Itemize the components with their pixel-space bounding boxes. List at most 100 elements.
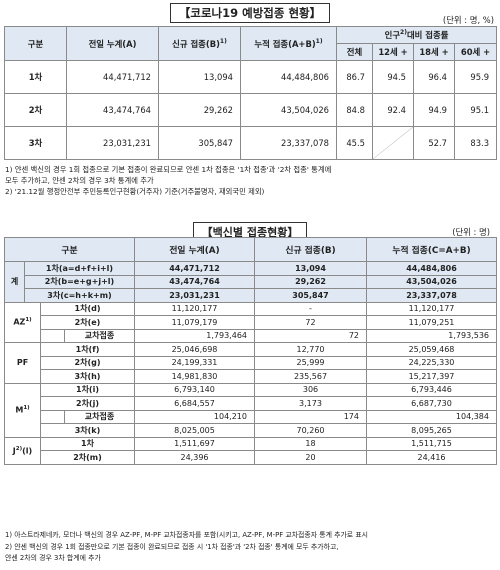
- cell-cumulative: 11,120,177: [366, 301, 497, 316]
- header-population-ratio: 인구2)대비 접종률: [335, 26, 498, 44]
- cell-cumulative: 24,416: [366, 450, 497, 465]
- cell-cumulative: 24,225,330: [366, 355, 497, 370]
- table-row: 계 1차(a=d+f+i+l) 44,471,712 13,094 44,484…: [4, 261, 497, 303]
- diagonal-line-icon: [373, 127, 413, 159]
- table-row: 2차(j) 6,684,557 3,173 6,687,730: [5, 396, 497, 411]
- cell-age12: 92.4: [372, 93, 414, 127]
- row-label: 1차: [40, 436, 135, 451]
- cell-age12: 94.5: [372, 60, 414, 94]
- cell-cumulative: 25,059,468: [366, 342, 497, 357]
- t2-header-prev: 전일 누계(A): [134, 237, 255, 262]
- t2-header-new: 신규 접종(B): [254, 237, 367, 262]
- row-label: 2차(b=e+g+j+l): [24, 274, 135, 289]
- cell-new: 235,567: [254, 369, 367, 384]
- table-row: 2차(m) 24,396 20 24,416: [5, 450, 497, 465]
- cell-prev: 24,199,331: [134, 355, 255, 370]
- table-row: 2차(e) 11,079,179 72 11,079,251: [5, 315, 497, 330]
- table-row: PF 1차(f) 25,046,698 12,770 25,059,468: [4, 342, 497, 384]
- note-line: 얀센 2차의 경우 3차 합계에 추가: [5, 554, 101, 562]
- table2-notes: 1) 아스트라제네카, 모더나 백신의 경우 AZ-PF, M-PF 교차접종자…: [5, 530, 495, 565]
- cell-new: 13,094: [158, 60, 241, 94]
- cell-new: 3,173: [254, 396, 367, 411]
- header-new: 신규 접종(B)1): [158, 26, 241, 61]
- row-label: 3차(c=h+k+m): [24, 288, 135, 303]
- j-label: J2)(l): [4, 436, 41, 465]
- table-row: J2)(l) 1차 1,511,697 18 1,511,715: [4, 436, 497, 465]
- cell-prev: 8,025,005: [134, 423, 255, 438]
- total-label: 계: [4, 261, 25, 303]
- cell-age60: 83.3: [453, 126, 498, 160]
- table-row: 1차 44,471,712 13,094 44,484,806 86.7 94.…: [4, 60, 498, 94]
- cell-new: 305,847: [254, 288, 367, 303]
- cell-new: 20: [254, 450, 367, 465]
- note-line: 1) 얀센 백신의 경우 1회 접종으로 기본 접종이 완료되므로 얀센 1차 …: [5, 165, 332, 174]
- cell-age60: 95.9: [453, 60, 498, 94]
- note-line: 2) '21.12월 행정안전부 주민등록인구현황(거주자) 기준(거주불명자,…: [5, 187, 265, 196]
- header-category: 구분: [4, 26, 67, 61]
- table-row: 3차(k) 8,025,005 70,260 8,095,265: [5, 423, 497, 438]
- note-line: 모두 추가하고, 얀센 2차의 경우 3차 통계에 추가: [5, 176, 154, 185]
- cell-age60: 95.1: [453, 93, 498, 127]
- table-row: 교차접종 1,793,464 72 1,793,536: [5, 328, 497, 343]
- cell-prev: 14,981,830: [134, 369, 255, 384]
- vaccination-status-table: 구분 전일 누계(A) 신규 접종(B)1) 누적 접종(A+B)1) 인구2)…: [4, 26, 498, 160]
- cell-new: 306: [254, 382, 367, 397]
- cell-prev: 25,046,698: [134, 342, 255, 357]
- cell-new: 29,262: [254, 274, 367, 289]
- table-row: 2차(g) 24,199,331 25,999 24,225,330: [5, 355, 497, 370]
- header-prev-cumulative: 전일 누계(A): [66, 26, 159, 61]
- cell-prev: 44,471,712: [66, 60, 159, 94]
- cell-prev: 11,079,179: [134, 315, 255, 330]
- table-row: M1) 1차(i) 6,793,140 306 6,793,446: [4, 382, 497, 438]
- cell-prev: 23,031,231: [66, 126, 159, 160]
- cell-cumulative: 1,511,715: [366, 436, 497, 451]
- table-row: 2차 43,474,764 29,262 43,504,026 84.8 92.…: [4, 93, 498, 127]
- cell-cumulative: 8,095,265: [366, 423, 497, 438]
- pf-label: PF: [4, 342, 41, 384]
- table-row: 교차접종 104,210 174 104,384: [5, 409, 497, 424]
- cell-all: 86.7: [336, 60, 373, 94]
- cell-new: 18: [254, 436, 367, 451]
- cell-prev: 6,684,557: [134, 396, 255, 411]
- row-label: 1차: [4, 60, 67, 94]
- cell-cumulative: 6,687,730: [366, 396, 497, 411]
- cell-prev: 43,474,764: [134, 274, 255, 289]
- cell-age18: 94.9: [413, 93, 455, 127]
- cell-cumulative: 1,793,536: [366, 328, 497, 343]
- row-label: 1차(i): [40, 382, 135, 397]
- cell-prev: 44,471,712: [134, 261, 255, 276]
- table2-unit: (단위 : 명): [452, 227, 490, 237]
- cell-new: 25,999: [254, 355, 367, 370]
- row-label: 교차접종: [64, 409, 135, 424]
- row-label: 1차(f): [40, 342, 135, 357]
- row-label: 3차(k): [40, 423, 135, 438]
- header-all: 전체: [336, 43, 373, 61]
- table-row: 3차(c=h+k+m) 23,031,231 305,847 23,337,07…: [4, 288, 497, 303]
- row-label: 교차접종: [64, 328, 135, 343]
- m-label: M1): [4, 382, 41, 438]
- note-line: 1) 아스트라제네카, 모더나 백신의 경우 AZ-PF, M-PF 교차접종자…: [5, 531, 369, 539]
- row-label: 2차(j): [40, 396, 135, 411]
- cell-cumulative: 23,337,078: [366, 288, 497, 303]
- table-row: 2차(b=e+g+j+l) 43,474,764 29,262 43,504,0…: [4, 274, 497, 289]
- t2-header-cumulative: 누적 접종(C=A+B): [366, 237, 497, 262]
- cell-cumulative: 23,337,078: [240, 126, 337, 160]
- cell-prev: 1,793,464: [134, 328, 255, 343]
- row-label: 2차(m): [40, 450, 135, 465]
- cell-new: 12,770: [254, 342, 367, 357]
- header-age12: 12세 +: [372, 43, 414, 61]
- cell-prev: 24,396: [134, 450, 255, 465]
- table-row: AZ1) 1차(d) 11,120,177 - 11,120,177: [4, 301, 497, 343]
- cell-new: 305,847: [158, 126, 241, 160]
- cell-prev: 23,031,231: [134, 288, 255, 303]
- table-row: 3차(h) 14,981,830 235,567 15,217,397: [5, 369, 497, 384]
- cell-cumulative: 6,793,446: [366, 382, 497, 397]
- cell-prev: 1,511,697: [134, 436, 255, 451]
- az-label: AZ1): [4, 301, 41, 343]
- vaccine-type-table: 구분 전일 누계(A) 신규 접종(B) 누적 접종(C=A+B) 계 1차(a…: [4, 237, 497, 465]
- row-label: 1차(a=d+f+i+l): [24, 261, 135, 276]
- row-label: 2차: [4, 93, 67, 127]
- cell-new: 174: [254, 409, 367, 424]
- cell-all: 45.5: [336, 126, 373, 160]
- cell-age12-empty: [372, 126, 414, 160]
